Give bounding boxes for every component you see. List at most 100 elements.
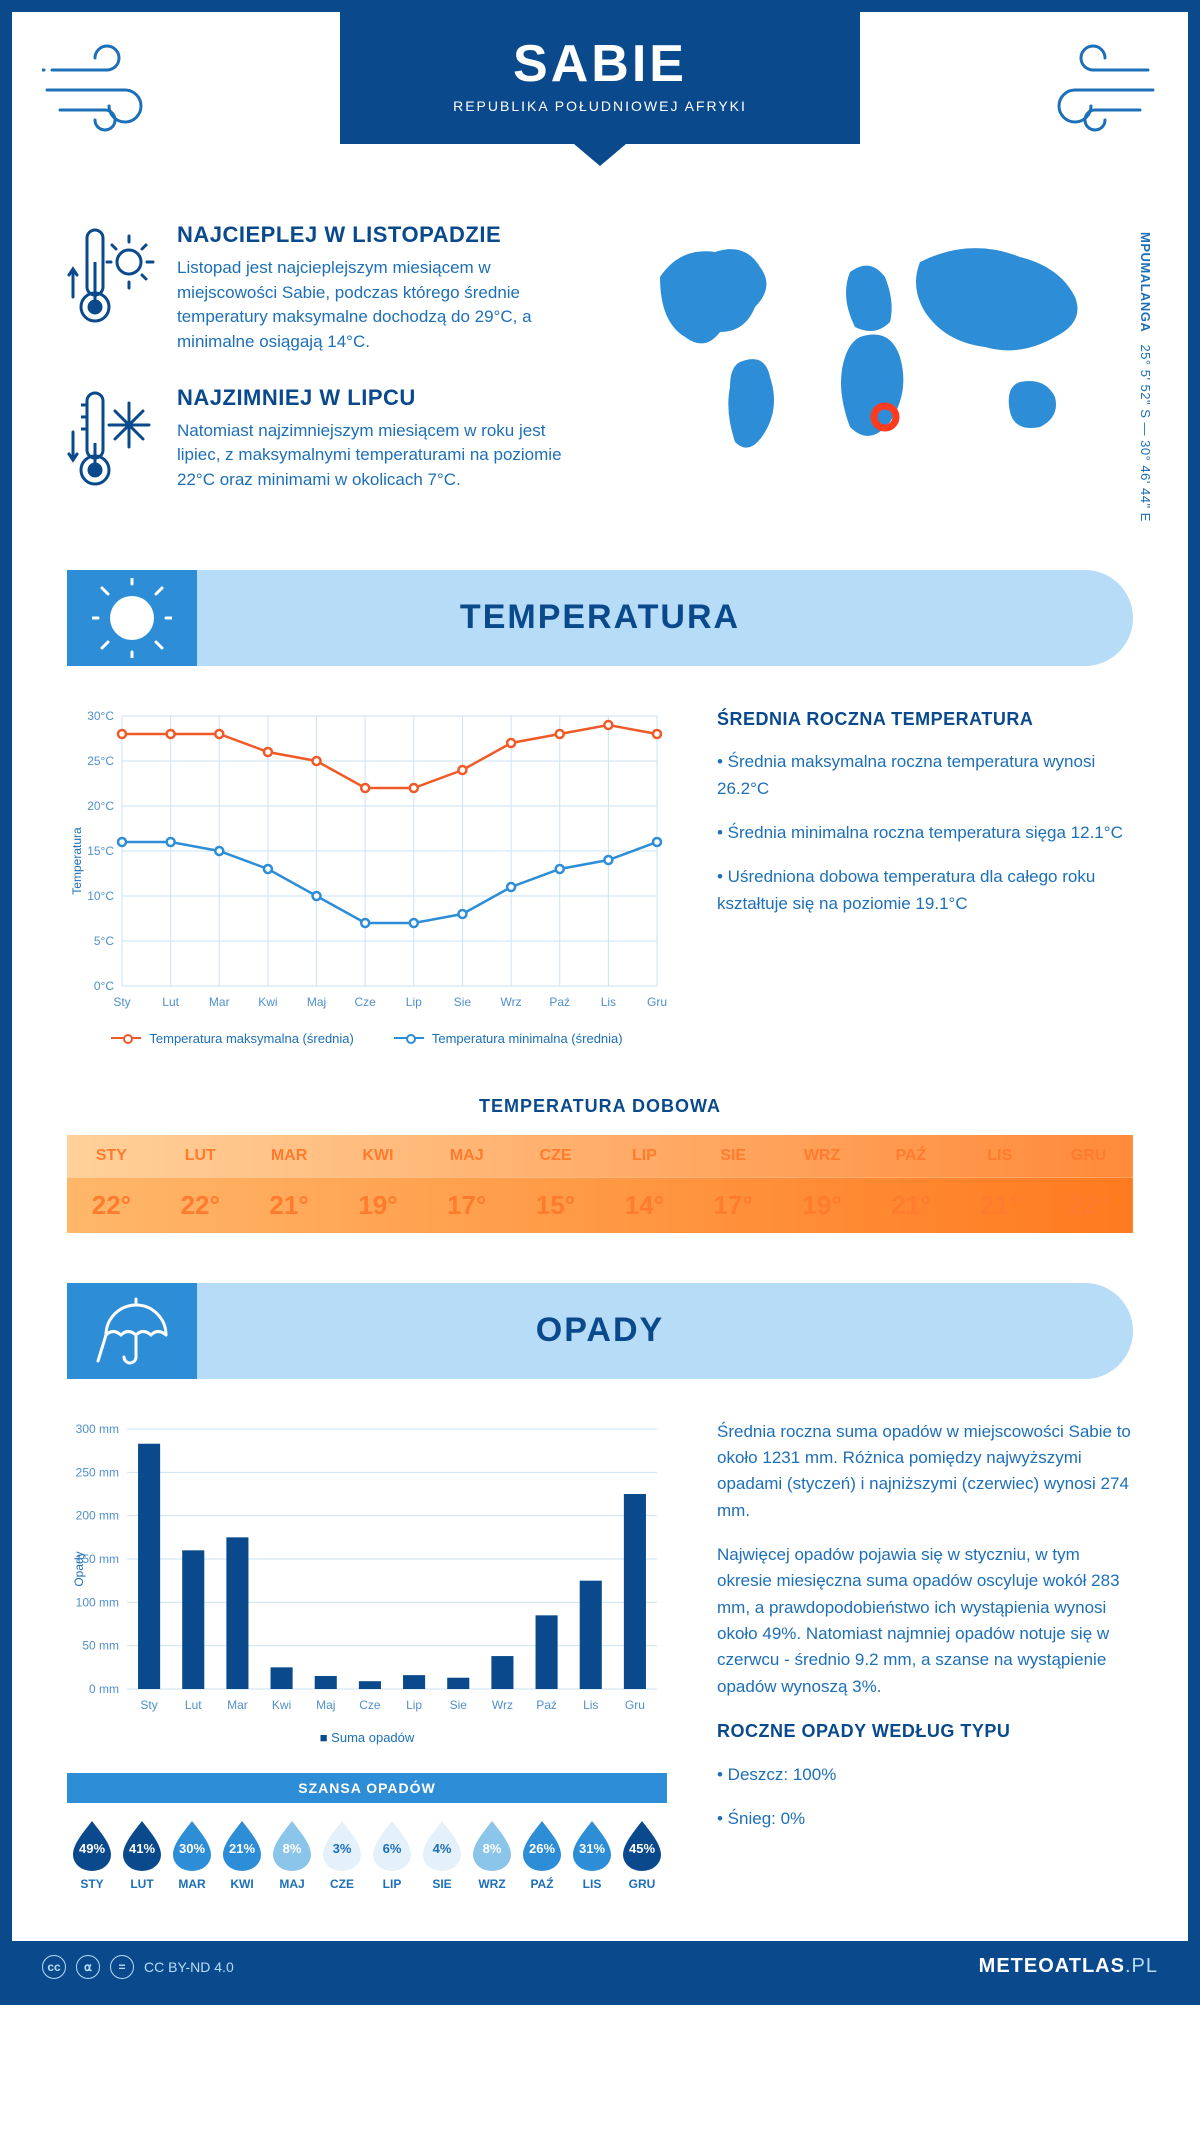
daily-value: 19° [778, 1177, 867, 1233]
coordinates: MPUMALANGA 25° 5' 52" S — 30° 46' 44" E [1138, 232, 1153, 522]
svg-text:Paź: Paź [549, 995, 570, 1009]
svg-text:30°C: 30°C [87, 709, 114, 723]
precip-snow: • Śnieg: 0% [717, 1806, 1133, 1832]
svg-text:Lip: Lip [406, 995, 422, 1009]
svg-text:Mar: Mar [209, 995, 230, 1009]
daily-value: 19° [333, 1177, 422, 1233]
precipitation-bar-chart: 0 mm50 mm100 mm150 mm200 mm250 mm300 mmS… [67, 1419, 667, 1719]
chance-drop: 30%MAR [167, 1819, 217, 1891]
fact-cold-title: NAJZIMNIEJ W LIPCU [177, 385, 580, 411]
chance-drop: 21%KWI [217, 1819, 267, 1891]
thermometer-cold-icon [67, 385, 157, 500]
chance-drop: 4%SIE [417, 1819, 467, 1891]
daily-month: LIS [955, 1135, 1044, 1178]
daily-value: 21° [866, 1177, 955, 1233]
daily-month: PAŹ [866, 1135, 955, 1178]
license-text: CC BY-ND 4.0 [144, 1959, 234, 1975]
svg-text:Maj: Maj [316, 1698, 335, 1712]
fact-cold-text: Natomiast najzimniejszym miesiącem w rok… [177, 419, 580, 493]
daily-month: GRU [1044, 1135, 1133, 1178]
header-banner: SABIE REPUBLIKA POŁUDNIOWEJ AFRYKI [340, 12, 860, 144]
svg-text:Lis: Lis [601, 995, 616, 1009]
chance-title: SZANSA OPADÓW [67, 1773, 667, 1803]
chance-drop: 31%LIS [567, 1819, 617, 1891]
fact-hot: NAJCIEPLEJ W LISTOPADZIE Listopad jest n… [67, 222, 580, 355]
svg-text:Sty: Sty [140, 1698, 157, 1712]
svg-text:Lip: Lip [406, 1698, 422, 1712]
svg-text:25°C: 25°C [87, 754, 114, 768]
svg-text:Paź: Paź [536, 1698, 557, 1712]
svg-text:Wrz: Wrz [501, 995, 522, 1009]
fact-hot-title: NAJCIEPLEJ W LISTOPADZIE [177, 222, 580, 248]
chance-drop: 8%WRZ [467, 1819, 517, 1891]
legend-max: Temperatura maksymalna (średnia) [149, 1031, 353, 1046]
fact-hot-text: Listopad jest najcieplejszym miesiącem w… [177, 256, 580, 355]
svg-text:Lut: Lut [185, 1698, 202, 1712]
daily-month: MAJ [422, 1135, 511, 1178]
precip-section-title: OPADY [536, 1311, 664, 1350]
svg-text:200 mm: 200 mm [76, 1508, 119, 1522]
daily-temp-title: TEMPERATURA DOBOWA [67, 1096, 1133, 1117]
daily-month: MAR [245, 1135, 334, 1178]
chance-drop: 3%CZE [317, 1819, 367, 1891]
svg-text:Sty: Sty [113, 995, 130, 1009]
daily-month: STY [67, 1135, 156, 1178]
wind-icon [42, 30, 172, 155]
city-name: SABIE [340, 34, 860, 94]
section-banner-precip: OPADY [67, 1283, 1133, 1379]
umbrella-icon [67, 1283, 197, 1379]
svg-text:Lis: Lis [583, 1698, 598, 1712]
daily-month: KWI [333, 1135, 422, 1178]
temp-bullet-2: • Średnia minimalna roczna temperatura s… [717, 820, 1133, 846]
daily-value: 21° [245, 1177, 334, 1233]
svg-text:Kwi: Kwi [272, 1698, 291, 1712]
svg-text:Opady: Opady [72, 1551, 86, 1586]
chance-drop: 49%STY [67, 1819, 117, 1891]
daily-value: 22° [156, 1177, 245, 1233]
daily-value: 22° [1044, 1177, 1133, 1233]
temp-section-title: TEMPERATURA [460, 598, 740, 637]
svg-text:Gru: Gru [625, 1698, 645, 1712]
svg-text:300 mm: 300 mm [76, 1422, 119, 1436]
nd-icon: = [110, 1955, 134, 1979]
svg-text:50 mm: 50 mm [82, 1638, 119, 1652]
temp-side-title: ŚREDNIA ROCZNA TEMPERATURA [717, 706, 1133, 734]
svg-text:Lut: Lut [162, 995, 179, 1009]
temp-chart-legend: Temperatura maksymalna (średnia) Tempera… [67, 1031, 667, 1046]
chance-drop: 8%MAJ [267, 1819, 317, 1891]
temp-bullet-1: • Średnia maksymalna roczna temperatura … [717, 749, 1133, 802]
wind-icon [1028, 30, 1158, 155]
chance-drop: 41%LUT [117, 1819, 167, 1891]
chance-drop: 6%LIP [367, 1819, 417, 1891]
precip-chart-legend: Suma opadów [67, 1730, 667, 1745]
daily-value: 17° [689, 1177, 778, 1233]
site-brand: METEOATLAS.PL [979, 1955, 1158, 1978]
intro-section: NAJCIEPLEJ W LISTOPADZIE Listopad jest n… [12, 192, 1188, 570]
svg-text:Temperatura: Temperatura [70, 827, 84, 895]
svg-text:Cze: Cze [359, 1698, 381, 1712]
fact-cold: NAJZIMNIEJ W LIPCU Natomiast najzimniejs… [67, 385, 580, 500]
daily-value: 17° [422, 1177, 511, 1233]
daily-month: LIP [600, 1135, 689, 1178]
daily-month: CZE [511, 1135, 600, 1178]
by-icon: ⍺ [76, 1955, 100, 1979]
temp-bullet-3: • Uśredniona dobowa temperatura dla całe… [717, 864, 1133, 917]
temperature-line-chart: 0°C5°C10°C15°C20°C25°C30°CStyLutMarKwiMa… [67, 706, 667, 1016]
world-map [620, 222, 1133, 477]
precip-chance-block: SZANSA OPADÓW 49%STY41%LUT30%MAR21%KWI8%… [67, 1773, 667, 1901]
sun-icon [67, 570, 197, 666]
daily-temp-table: STYLUTMARKWIMAJCZELIPSIEWRZPAŹLISGRU22°2… [67, 1135, 1133, 1233]
lat-label: 25° 5' 52" S [1138, 344, 1153, 418]
svg-text:Mar: Mar [227, 1698, 248, 1712]
thermometer-hot-icon [67, 222, 157, 337]
precip-rain: • Deszcz: 100% [717, 1762, 1133, 1788]
chance-drop: 45%GRU [617, 1819, 667, 1891]
precip-p2: Najwięcej opadów pojawia się w styczniu,… [717, 1542, 1133, 1700]
cc-icon: cc [42, 1955, 66, 1979]
svg-text:20°C: 20°C [87, 799, 114, 813]
daily-value: 14° [600, 1177, 689, 1233]
svg-text:0°C: 0°C [94, 979, 114, 993]
footer: cc ⍺ = CC BY-ND 4.0 METEOATLAS.PL [12, 1941, 1188, 1993]
daily-month: LUT [156, 1135, 245, 1178]
svg-text:5°C: 5°C [94, 934, 114, 948]
